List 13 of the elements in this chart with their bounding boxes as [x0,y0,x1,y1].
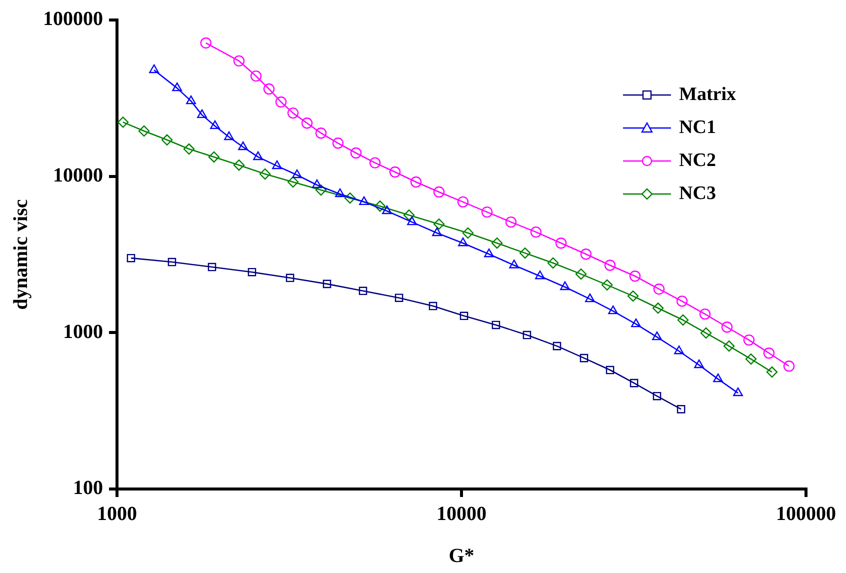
x-tick-label: 1000 [97,503,137,526]
y-tick-label: 100000 [43,8,103,30]
legend-label: NC3 [679,182,716,204]
x-axis-title: G* [448,545,474,568]
x-tick-label: 10000 [436,503,486,526]
legend-label: Matrix [679,84,736,106]
legend-label: NC1 [679,116,716,138]
y-tick-label: 10000 [53,164,103,187]
y-axis-title: dynamic visc [10,199,32,310]
y-tick-label: 100 [73,477,103,500]
x-tick-label: 100000 [776,503,836,526]
y-tick-label: 1000 [63,320,103,343]
legend-label: NC2 [679,150,716,172]
